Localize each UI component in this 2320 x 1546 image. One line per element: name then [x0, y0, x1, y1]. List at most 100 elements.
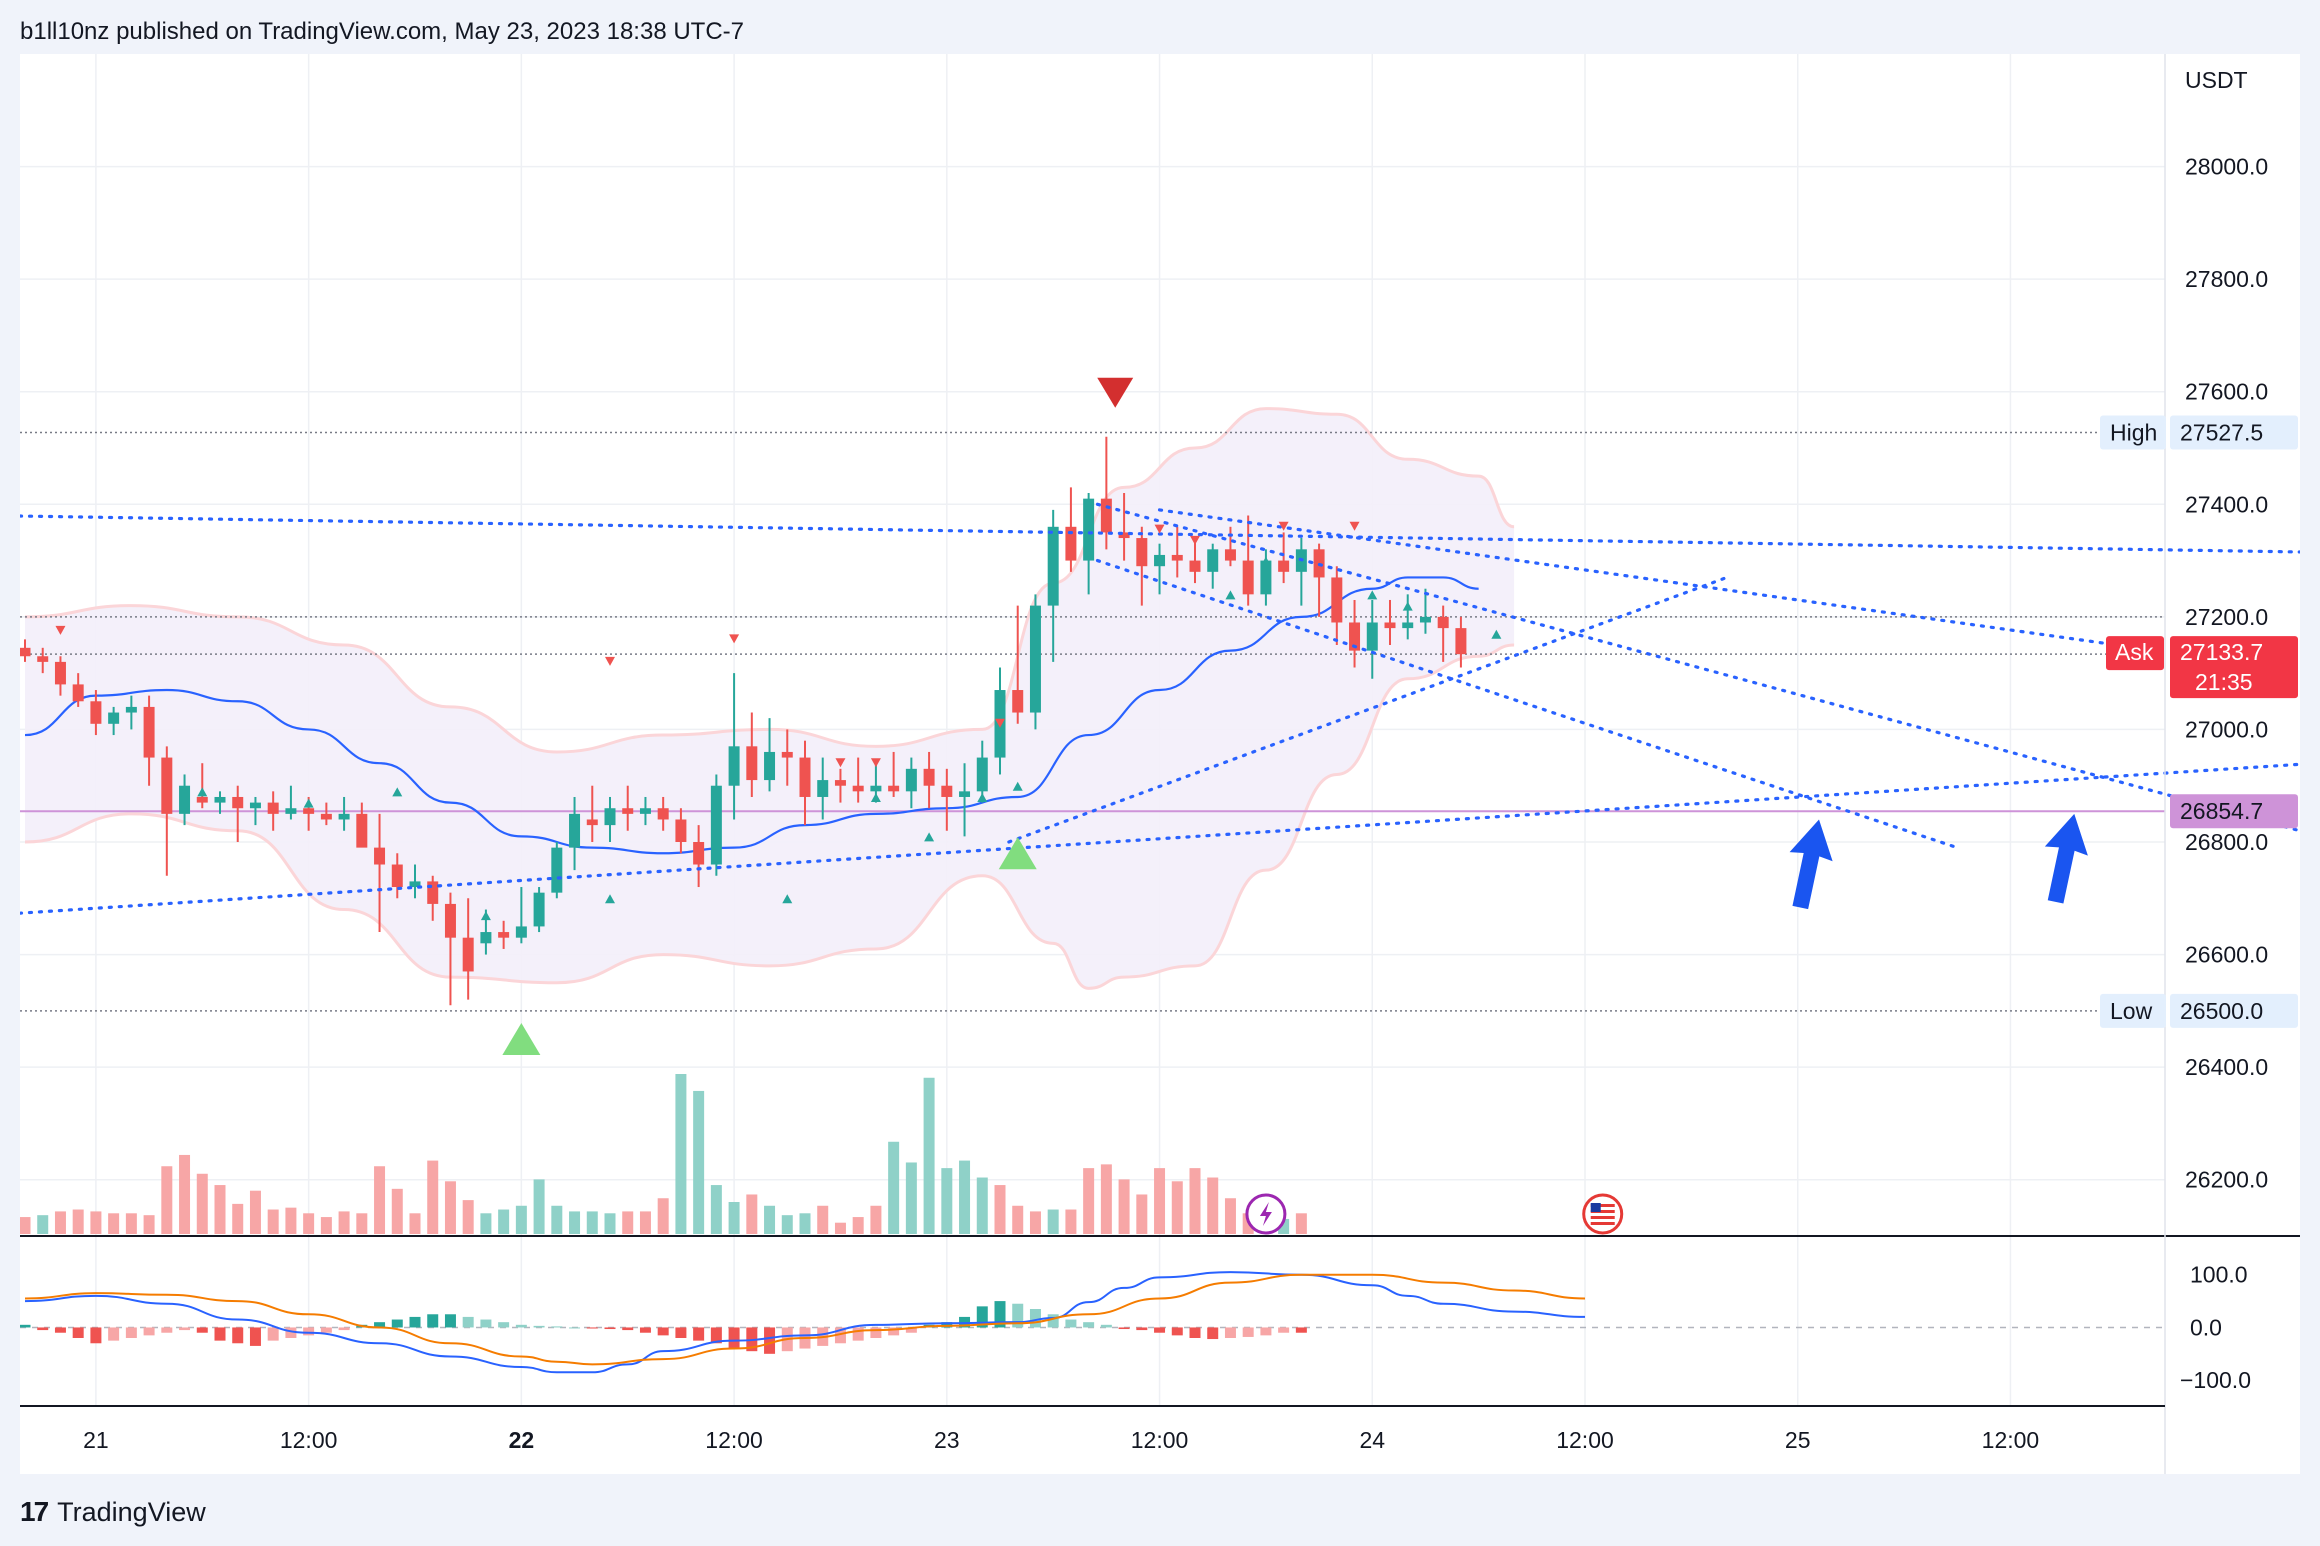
time-tick-label: 24 — [1359, 1427, 1385, 1453]
candle-body — [356, 813, 368, 848]
volume-bar — [179, 1154, 191, 1234]
volume-bar — [409, 1213, 421, 1234]
sell-marker — [835, 758, 846, 768]
bollinger-lower — [24, 643, 1515, 990]
candle-body — [799, 757, 811, 797]
macd-hist-bar — [444, 1314, 456, 1328]
candle-body — [710, 785, 722, 865]
volume-bar — [533, 1179, 545, 1234]
volume-bar — [20, 1217, 31, 1234]
macd-hist-bar — [1278, 1327, 1290, 1333]
candle-body — [374, 847, 386, 865]
candle — [232, 785, 244, 842]
trendline — [1095, 502, 2300, 833]
macd-hist-bar — [1047, 1314, 1059, 1328]
buy-marker — [480, 911, 491, 921]
candle — [1278, 532, 1290, 584]
macd-hist-bar — [54, 1327, 66, 1333]
candle-body — [391, 864, 403, 888]
candle — [1349, 599, 1361, 668]
sell-marker — [729, 634, 740, 644]
macd-hist-bar — [20, 1324, 31, 1328]
candle-body — [72, 684, 84, 702]
big-buy-marker — [998, 837, 1037, 870]
macd-hist-bar — [551, 1326, 563, 1328]
volume-bar — [54, 1211, 66, 1234]
macd-hist-bar — [125, 1327, 137, 1338]
volume-bar — [852, 1217, 864, 1234]
candle — [1207, 543, 1219, 589]
volume-bar — [1118, 1179, 1130, 1234]
candle — [1012, 605, 1024, 724]
candle-body — [817, 780, 829, 797]
volume-bar — [444, 1181, 456, 1234]
volume-bar — [976, 1177, 988, 1234]
candle-body — [161, 757, 173, 814]
ask-price-value: 27133.7 — [2180, 639, 2263, 665]
volume-bar — [1154, 1168, 1166, 1234]
candle-body — [976, 757, 988, 792]
candle-body — [338, 813, 350, 820]
tradingview-logo-icon[interactable]: 17 — [20, 1496, 49, 1527]
macd-hist-bar — [657, 1327, 669, 1336]
price-tick-label: 26600.0 — [2185, 942, 2268, 968]
candlestick-chart[interactable]: USDT28000.027800.027600.027400.027200.02… — [20, 54, 2300, 1474]
macd-hist-bar — [1083, 1322, 1095, 1328]
candle-body — [1118, 532, 1130, 539]
macd-hist-bar — [409, 1316, 421, 1328]
candle-body — [551, 847, 563, 893]
volume-bar — [622, 1211, 634, 1234]
candle-body — [1154, 554, 1166, 567]
level-price-tag — [2170, 993, 2298, 1028]
flag-stripe — [1590, 1204, 1615, 1207]
macd-hist-bar — [941, 1322, 953, 1328]
flag-stripe — [1590, 1222, 1615, 1225]
candle-body — [1136, 538, 1148, 567]
volume-bar — [1012, 1205, 1024, 1234]
volume-bar — [781, 1215, 793, 1234]
buy-marker — [1491, 629, 1502, 639]
candle-body — [1029, 605, 1041, 713]
volume-bar — [1136, 1194, 1148, 1234]
volume-bar — [817, 1205, 829, 1234]
price-tick-label: 26400.0 — [2185, 1054, 2268, 1080]
candle — [1242, 515, 1254, 606]
time-tick-label: 12:00 — [1131, 1427, 1189, 1453]
currency-label: USDT — [2185, 67, 2248, 93]
macd-hist-bar — [179, 1327, 191, 1331]
candle — [1136, 526, 1148, 606]
macd-hist-bar — [249, 1327, 261, 1346]
macd-hist-bar — [232, 1327, 244, 1344]
candle-body — [108, 712, 120, 724]
volume-bar — [1207, 1177, 1219, 1234]
macd-hist-bar — [515, 1324, 527, 1328]
candle-body — [923, 768, 935, 786]
buy-marker — [782, 894, 793, 904]
lightning-event-icon[interactable] — [1245, 1193, 1287, 1235]
macd-hist-bar — [303, 1327, 315, 1336]
price-tick-label: 26800.0 — [2185, 829, 2268, 855]
macd-hist-bar — [888, 1327, 900, 1336]
candle-body — [267, 802, 279, 814]
candle-body — [1083, 498, 1095, 561]
macd-hist-bar — [1065, 1319, 1077, 1328]
candle-body — [1171, 554, 1183, 561]
candle — [959, 763, 971, 837]
candle — [320, 802, 332, 826]
macd-line — [24, 1271, 1586, 1374]
sell-marker — [1349, 521, 1360, 531]
candle-body — [1419, 616, 1431, 623]
macd-hist-bar — [267, 1327, 279, 1341]
volume-bar — [125, 1213, 137, 1234]
buy-marker — [303, 798, 314, 808]
macd-hist-bar — [1295, 1327, 1307, 1333]
volume-bar — [923, 1077, 935, 1234]
candle-body — [1047, 526, 1059, 606]
macd-hist-bar — [710, 1327, 722, 1344]
candle — [498, 920, 510, 949]
candle — [1331, 566, 1343, 645]
us-flag-event-icon[interactable] — [1582, 1193, 1624, 1235]
trendline — [1157, 508, 2119, 647]
macd-pane — [20, 1235, 2300, 1374]
volume-bar — [746, 1194, 758, 1234]
